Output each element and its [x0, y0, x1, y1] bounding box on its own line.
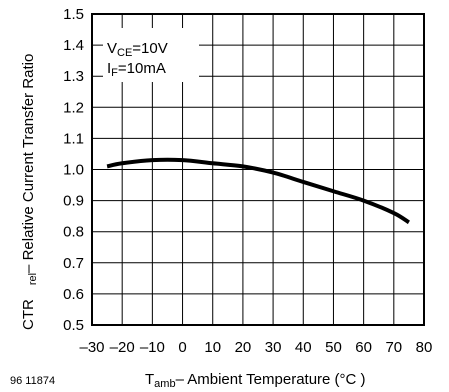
annotation-if-main: I: [107, 60, 111, 77]
x-axis-label-rest: – Ambient Temperature (°C ): [176, 371, 366, 388]
figure-id: 96 11874: [10, 375, 55, 387]
series-line: [106, 157, 411, 225]
x-tick-label: 70: [385, 339, 402, 356]
y-axis-label: CTR rel– Relative Current Transfer Ratio: [20, 54, 39, 330]
x-tick-label: 30: [265, 339, 282, 356]
y-axis-label-sub: rel: [27, 273, 39, 285]
annotation-if-sub: F: [111, 67, 118, 79]
x-axis-label-main: T: [145, 371, 154, 388]
x-tick-label: –10: [140, 339, 165, 356]
x-tick-label: –20: [110, 339, 135, 356]
x-tick-label: 20: [235, 339, 252, 356]
y-tick-label: 0.5: [63, 317, 84, 334]
x-tick-label: 60: [355, 339, 372, 356]
y-tick-label: 0.8: [63, 224, 84, 241]
annotation-vce-val: =10V: [132, 40, 167, 57]
plot-frame: [91, 13, 425, 326]
x-axis-label: Tamb– Ambient Temperature (°C ): [145, 371, 366, 390]
x-tick-label: 10: [204, 339, 221, 356]
ticks: 0.5 0.6 0.7 0.8 0.9 1.0 1.1 1.2 1.3 1.4 1.5 –30 –20–…: [63, 6, 432, 356]
annotation-if: IF=10mA: [107, 60, 166, 79]
y-tick-label: 1.5: [63, 6, 84, 23]
y-tick-label: 0.6: [63, 286, 84, 303]
x-axis-label-sub: amb: [154, 378, 175, 390]
annotation-vce-main: V: [107, 40, 117, 57]
y-tick-label: 0.9: [63, 193, 84, 210]
y-tick-label: 0.7: [63, 255, 84, 272]
y-tick-label: 1.1: [63, 130, 84, 147]
y-axis-label-rest: – Relative Current Transfer Ratio: [20, 54, 37, 273]
y-tick-label: 1.0: [63, 162, 84, 179]
x-tick-label: 0: [178, 339, 186, 356]
x-tick-label: –30: [79, 339, 104, 356]
x-tick-label: 40: [295, 339, 312, 356]
annotation-box: [103, 28, 199, 82]
y-tick-label: 1.4: [63, 37, 84, 54]
annotation-vce: VCE=10V: [107, 40, 168, 59]
x-tick-label: 50: [325, 339, 342, 356]
annotation-vce-sub: CE: [117, 47, 132, 59]
series-group: [106, 157, 411, 225]
y-tick-label: 1.3: [63, 68, 84, 85]
annotation-if-val: =10mA: [118, 60, 166, 77]
x-tick-label: 80: [416, 339, 433, 356]
y-axis-label-main: CTR: [20, 299, 37, 330]
y-tick-label: 1.2: [63, 99, 84, 116]
